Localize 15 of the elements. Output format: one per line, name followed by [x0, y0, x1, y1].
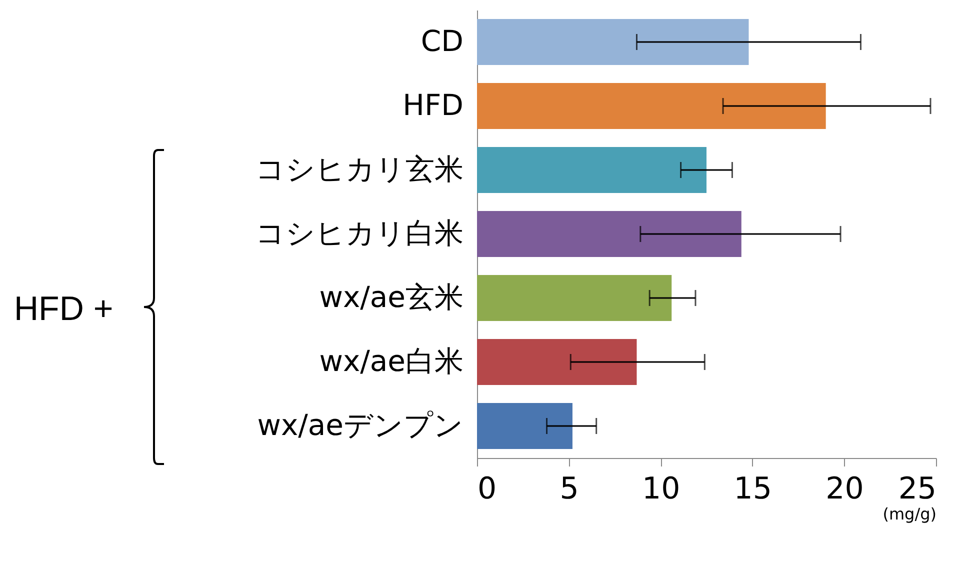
x-tick-label: 5	[560, 472, 579, 506]
y-tick-label: wx/ae玄米	[319, 280, 464, 314]
y-tick-label: wx/aeデンプン	[257, 408, 464, 442]
y-tick-label: wx/ae白米	[319, 344, 464, 378]
y-tick-label: コシヒカリ白米	[256, 216, 464, 250]
y-tick-label: HFD	[402, 88, 464, 122]
text: HFD +	[14, 290, 114, 329]
x-tick-label: 15	[734, 472, 772, 506]
x-tick-label: 25	[898, 472, 936, 506]
x-tick-label: 20	[826, 472, 864, 506]
x-tick-label: 0	[478, 472, 497, 506]
y-tick-label: CD	[420, 24, 464, 58]
x-axis-title: (mg/g)	[882, 504, 936, 524]
y-tick-label: コシヒカリ玄米	[256, 152, 464, 186]
x-tick-label: 10	[642, 472, 680, 506]
